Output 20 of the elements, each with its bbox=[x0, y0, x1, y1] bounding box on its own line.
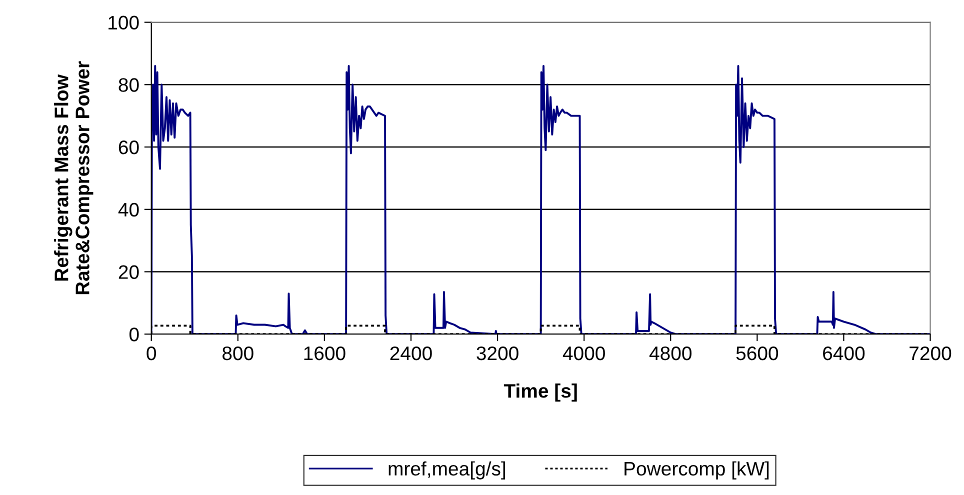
y-tick-label: 0 bbox=[129, 328, 139, 342]
x-tick-label: 3200 bbox=[476, 346, 518, 360]
x-tick-label: 800 bbox=[222, 346, 254, 360]
x-axis-title: Time [s] bbox=[504, 384, 577, 402]
x-tick-label: 5600 bbox=[736, 346, 778, 360]
y-tick-label: 20 bbox=[118, 265, 139, 279]
x-tick-label: 2400 bbox=[390, 346, 432, 360]
y-tick-label: 40 bbox=[118, 202, 139, 217]
x-tick-label: 4000 bbox=[562, 346, 605, 360]
x-tick-label: 4800 bbox=[649, 346, 692, 360]
y-tick-label: 100 bbox=[108, 16, 139, 30]
y-axis-title: Refrigerant Mass Flow Rate&Compressor Power bbox=[54, 61, 94, 294]
x-tick-label: 0 bbox=[146, 346, 156, 360]
x-tick-label: 6400 bbox=[823, 346, 865, 360]
x-tick-label: 1600 bbox=[304, 346, 346, 360]
legend-label: mref,mea[g/s] bbox=[388, 461, 505, 480]
x-tick-label: 7200 bbox=[910, 346, 952, 360]
legend-label: Powercomp [kW] bbox=[624, 461, 769, 480]
y-tick-label: 60 bbox=[118, 140, 139, 154]
y-tick-label: 80 bbox=[118, 78, 139, 92]
